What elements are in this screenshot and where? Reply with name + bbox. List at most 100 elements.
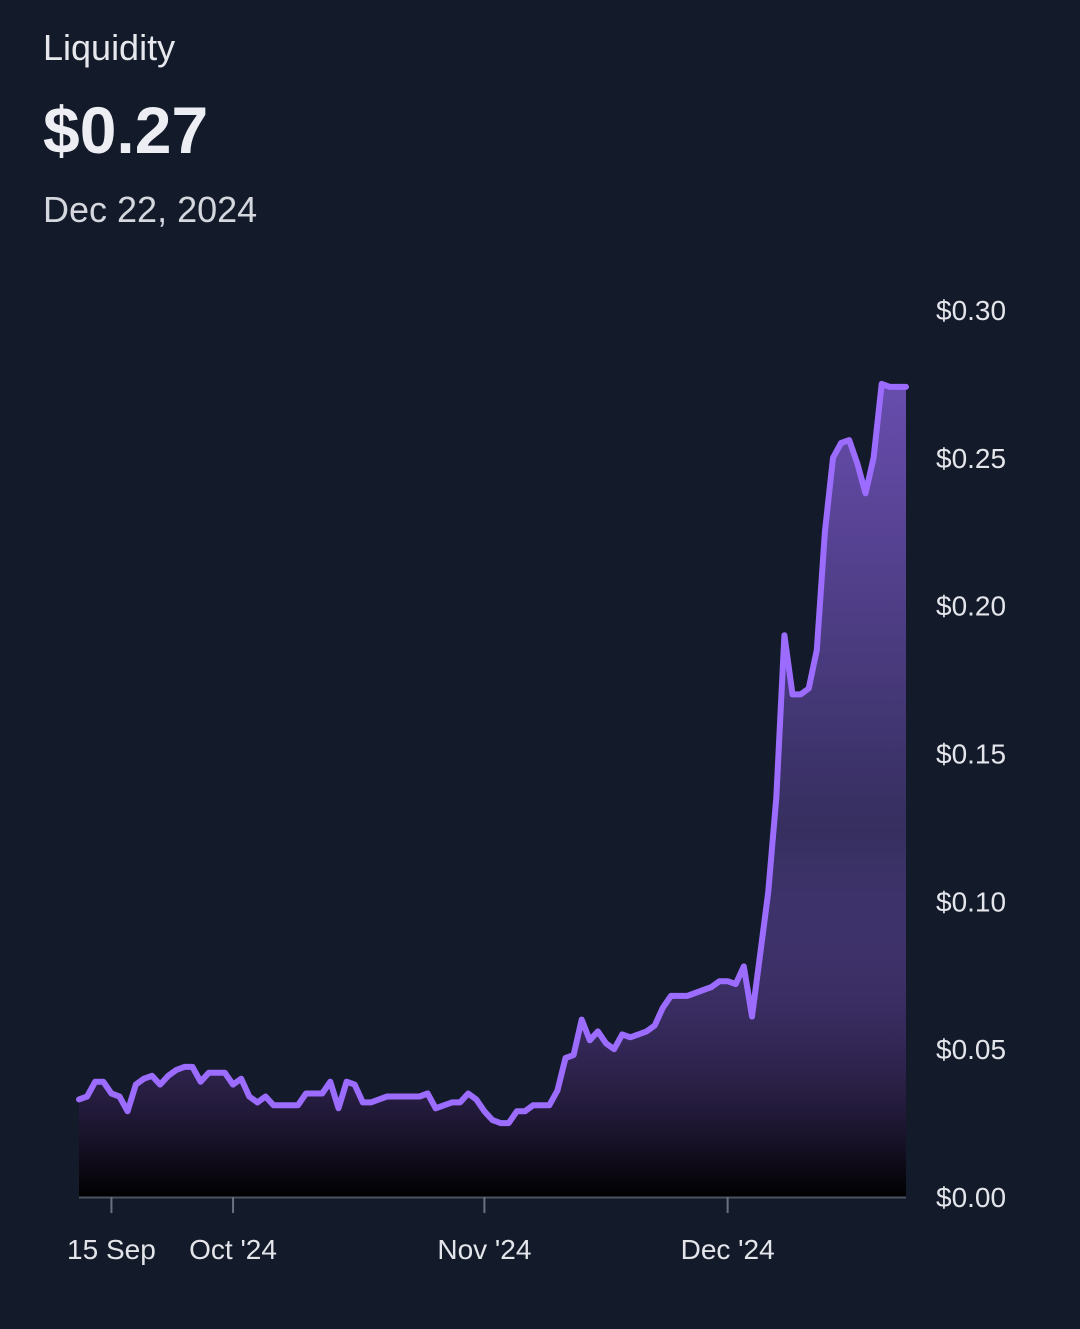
data-point[interactable] bbox=[619, 1031, 625, 1037]
data-point[interactable] bbox=[563, 1055, 569, 1061]
data-point[interactable] bbox=[246, 1094, 252, 1100]
data-point[interactable] bbox=[741, 963, 747, 969]
data-point[interactable] bbox=[498, 1120, 504, 1126]
data-point[interactable] bbox=[238, 1076, 244, 1082]
data-point[interactable] bbox=[222, 1070, 228, 1076]
data-point[interactable] bbox=[100, 1079, 106, 1085]
data-point[interactable] bbox=[684, 993, 690, 999]
data-point[interactable] bbox=[854, 461, 860, 467]
data-point[interactable] bbox=[611, 1046, 617, 1052]
data-point[interactable] bbox=[287, 1102, 293, 1108]
data-point[interactable] bbox=[579, 1017, 585, 1023]
data-point[interactable] bbox=[303, 1091, 309, 1097]
data-point[interactable] bbox=[822, 529, 828, 535]
data-point[interactable] bbox=[708, 984, 714, 990]
data-point[interactable] bbox=[692, 990, 698, 996]
data-point[interactable] bbox=[417, 1094, 423, 1100]
data-point[interactable] bbox=[336, 1105, 342, 1111]
data-point[interactable] bbox=[319, 1091, 325, 1097]
data-point[interactable] bbox=[449, 1099, 455, 1105]
data-point[interactable] bbox=[571, 1052, 577, 1058]
data-point[interactable] bbox=[668, 993, 674, 999]
data-point[interactable] bbox=[392, 1094, 398, 1100]
data-point[interactable] bbox=[814, 647, 820, 653]
data-point[interactable] bbox=[846, 437, 852, 443]
data-point[interactable] bbox=[465, 1091, 471, 1097]
data-point[interactable] bbox=[157, 1082, 163, 1088]
data-point[interactable] bbox=[173, 1067, 179, 1073]
data-point[interactable] bbox=[165, 1073, 171, 1079]
data-point[interactable] bbox=[344, 1079, 350, 1085]
data-point[interactable] bbox=[425, 1091, 431, 1097]
data-point[interactable] bbox=[360, 1099, 366, 1105]
data-point[interactable] bbox=[790, 691, 796, 697]
data-point[interactable] bbox=[838, 440, 844, 446]
data-point[interactable] bbox=[538, 1102, 544, 1108]
data-point[interactable] bbox=[76, 1096, 82, 1102]
data-point[interactable] bbox=[554, 1088, 560, 1094]
data-point[interactable] bbox=[522, 1108, 528, 1114]
data-point[interactable] bbox=[530, 1102, 536, 1108]
data-point[interactable] bbox=[887, 384, 893, 390]
data-point[interactable] bbox=[206, 1070, 212, 1076]
data-point[interactable] bbox=[749, 1014, 755, 1020]
data-point[interactable] bbox=[408, 1094, 414, 1100]
data-point[interactable] bbox=[717, 978, 723, 984]
data-point[interactable] bbox=[108, 1091, 114, 1097]
data-point[interactable] bbox=[903, 384, 909, 390]
data-point[interactable] bbox=[92, 1079, 98, 1085]
data-point[interactable] bbox=[635, 1031, 641, 1037]
data-point[interactable] bbox=[254, 1099, 260, 1105]
data-point[interactable] bbox=[376, 1096, 382, 1102]
data-point[interactable] bbox=[190, 1064, 196, 1070]
data-point[interactable] bbox=[644, 1028, 650, 1034]
data-point[interactable] bbox=[773, 795, 779, 801]
data-point[interactable] bbox=[230, 1082, 236, 1088]
data-point[interactable] bbox=[725, 978, 731, 984]
data-point[interactable] bbox=[457, 1099, 463, 1105]
data-point[interactable] bbox=[879, 381, 885, 387]
data-point[interactable] bbox=[757, 952, 763, 958]
data-point[interactable] bbox=[133, 1082, 139, 1088]
data-point[interactable] bbox=[895, 384, 901, 390]
data-point[interactable] bbox=[327, 1079, 333, 1085]
data-point[interactable] bbox=[441, 1102, 447, 1108]
data-point[interactable] bbox=[84, 1094, 90, 1100]
data-point[interactable] bbox=[400, 1094, 406, 1100]
data-point[interactable] bbox=[627, 1034, 633, 1040]
data-point[interactable] bbox=[798, 691, 804, 697]
data-point[interactable] bbox=[481, 1108, 487, 1114]
data-point[interactable] bbox=[271, 1102, 277, 1108]
data-point[interactable] bbox=[433, 1105, 439, 1111]
data-point[interactable] bbox=[546, 1102, 552, 1108]
data-point[interactable] bbox=[830, 455, 836, 461]
data-point[interactable] bbox=[603, 1040, 609, 1046]
data-point[interactable] bbox=[117, 1094, 123, 1100]
data-point[interactable] bbox=[676, 993, 682, 999]
data-point[interactable] bbox=[214, 1070, 220, 1076]
data-point[interactable] bbox=[149, 1073, 155, 1079]
data-point[interactable] bbox=[871, 455, 877, 461]
data-point[interactable] bbox=[295, 1102, 301, 1108]
data-point[interactable] bbox=[765, 890, 771, 896]
data-point[interactable] bbox=[700, 987, 706, 993]
data-point[interactable] bbox=[279, 1102, 285, 1108]
data-point[interactable] bbox=[514, 1108, 520, 1114]
data-point[interactable] bbox=[652, 1023, 658, 1029]
data-point[interactable] bbox=[473, 1096, 479, 1102]
data-point[interactable] bbox=[352, 1082, 358, 1088]
data-point[interactable] bbox=[368, 1099, 374, 1105]
data-point[interactable] bbox=[181, 1064, 187, 1070]
data-point[interactable] bbox=[141, 1076, 147, 1082]
data-point[interactable] bbox=[125, 1108, 131, 1114]
data-point[interactable] bbox=[384, 1094, 390, 1100]
data-point[interactable] bbox=[311, 1091, 317, 1097]
data-point[interactable] bbox=[863, 490, 869, 496]
data-point[interactable] bbox=[490, 1117, 496, 1123]
data-point[interactable] bbox=[263, 1094, 269, 1100]
data-point[interactable] bbox=[733, 981, 739, 987]
data-point[interactable] bbox=[587, 1037, 593, 1043]
data-point[interactable] bbox=[506, 1120, 512, 1126]
data-point[interactable] bbox=[806, 686, 812, 692]
